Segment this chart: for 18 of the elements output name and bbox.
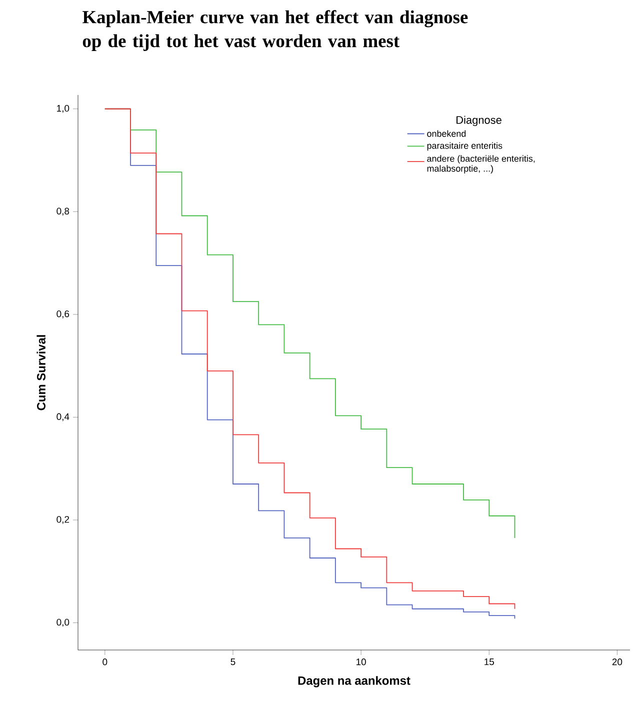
legend-label: andere (bacteriële enteritis, malabsorptie, ...) [427, 155, 535, 174]
legend-label: onbekend [427, 130, 466, 137]
x-tick-label: 20 [612, 658, 622, 666]
y-tick-label: 0,2 [56, 516, 70, 524]
x-axis-title: Dagen na aankomst [298, 676, 410, 688]
x-tick-label: 15 [484, 658, 494, 666]
legend-label: parasitaire enteritis [427, 142, 502, 151]
y-tick-label: 0,0 [56, 618, 70, 627]
x-tick-label: 5 [230, 658, 236, 666]
y-tick-label: 0,6 [56, 310, 70, 318]
legend-title: Diagnose [456, 116, 502, 126]
y-tick-label: 0,8 [56, 208, 70, 216]
chart-title: Kaplan-Meier curve van het effect van diagnose op de tijd tot het vast worden van mest [82, 10, 468, 51]
y-axis-title: Cum Survival [36, 335, 46, 410]
x-tick-label: 0 [102, 658, 108, 666]
y-tick-label: 1,0 [57, 104, 70, 113]
y-tick-label: 0,4 [56, 413, 70, 422]
x-tick-label: 10 [356, 658, 366, 666]
